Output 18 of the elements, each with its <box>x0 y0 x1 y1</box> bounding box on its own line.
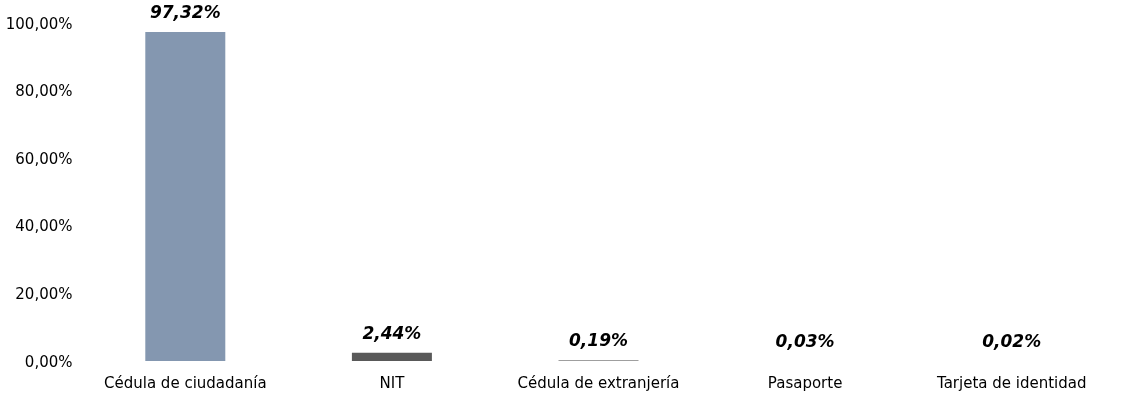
y-tick-label: 20,00% <box>15 284 73 303</box>
data-label: 0,02% <box>982 330 1042 351</box>
bar <box>351 352 432 361</box>
x-tick-label: Pasaporte <box>767 373 843 392</box>
bar <box>145 32 226 361</box>
x-tick-label: Cédula de extranjería <box>517 373 680 392</box>
y-tick-label: 40,00% <box>15 217 73 236</box>
y-tick-label: 60,00% <box>15 149 73 168</box>
y-tick-label: 0,00% <box>24 352 73 371</box>
x-tick-label: Tarjeta de identidad <box>935 373 1087 392</box>
data-label: 0,19% <box>569 330 628 351</box>
x-tick-label: NIT <box>379 373 406 392</box>
x-tick-label: Cédula de ciudadanía <box>104 373 267 392</box>
y-tick-label: 100,00% <box>5 14 73 33</box>
data-label: 0,03% <box>775 330 835 351</box>
data-label: 2,44% <box>362 322 422 343</box>
y-tick-label: 80,00% <box>15 82 73 101</box>
data-label: 97,32% <box>149 2 221 23</box>
